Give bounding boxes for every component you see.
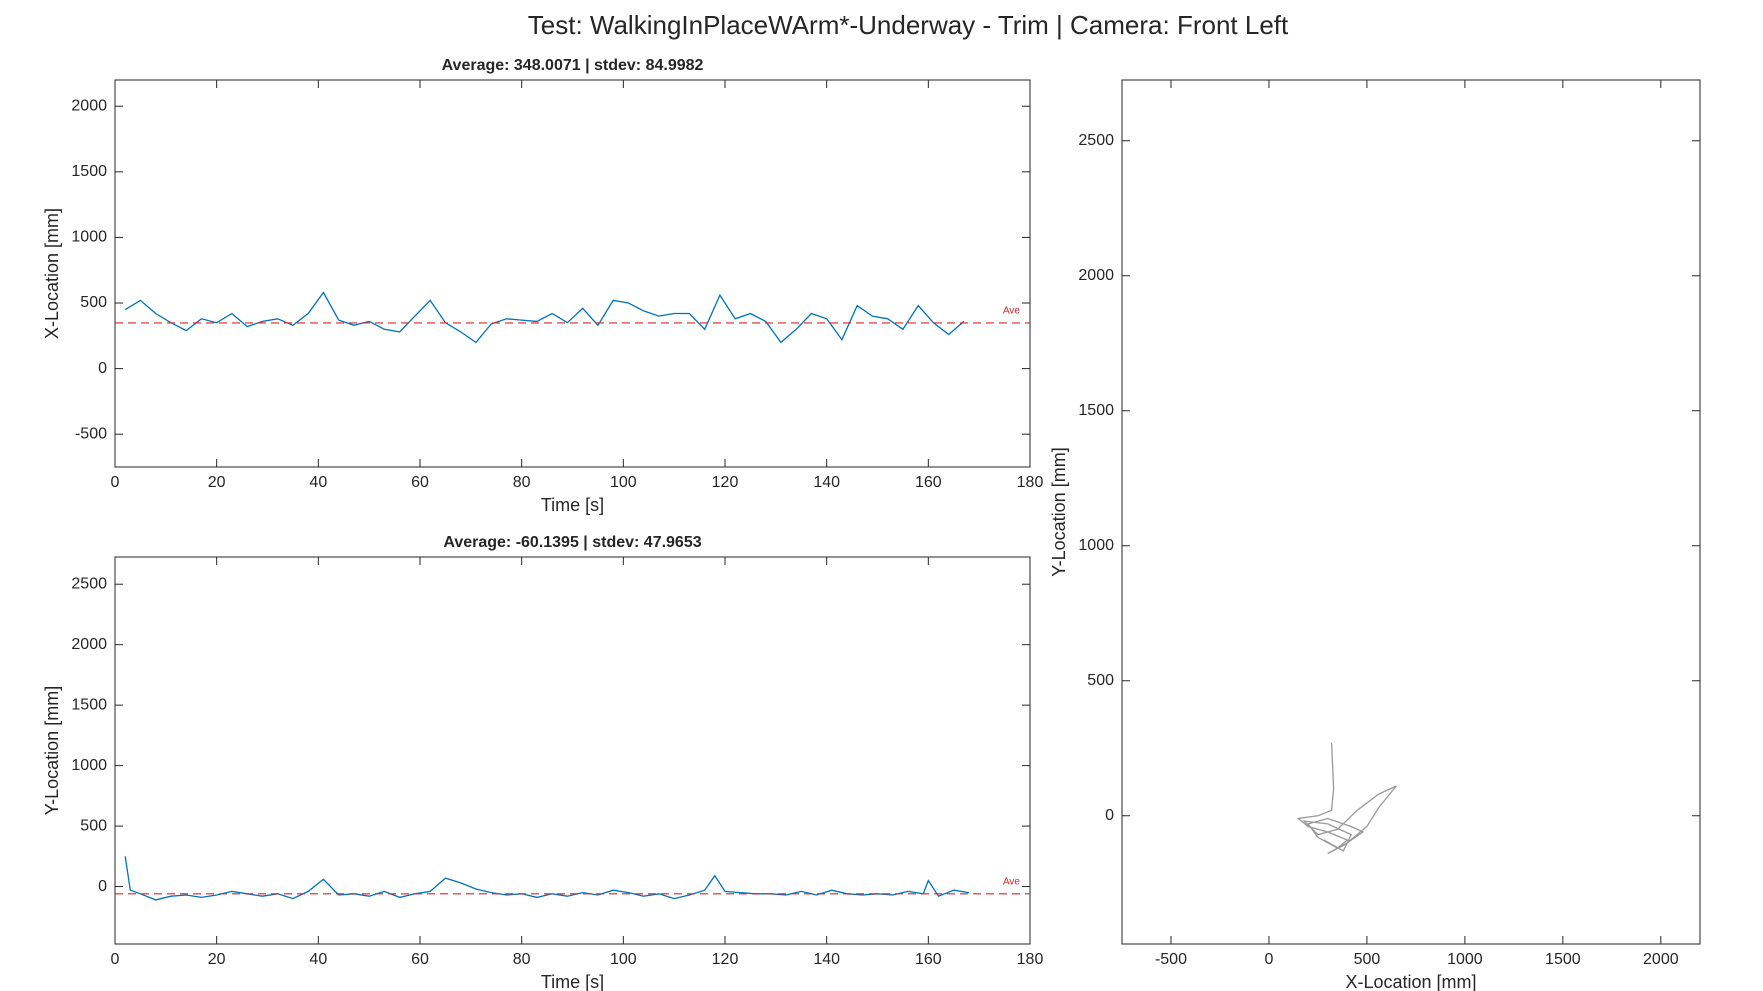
x-tick-label: 120	[712, 951, 739, 968]
x-tick-label: 140	[813, 474, 840, 491]
x-tick-label: 180	[1017, 474, 1044, 491]
y-tick-label: 500	[1087, 672, 1114, 689]
x-tick-label: 60	[411, 474, 429, 491]
y-tick-label: 500	[80, 817, 107, 834]
y-tick-label: 2000	[71, 636, 107, 653]
y-tick-label: -500	[75, 425, 107, 442]
y-axis-label: X-Location [mm]	[42, 208, 62, 339]
y-tick-label: 1000	[71, 757, 107, 774]
average-label: Ave	[1003, 876, 1020, 887]
x-tick-label: 100	[610, 951, 637, 968]
x-axis-label: Time [s]	[541, 495, 604, 515]
data-line	[124, 291, 965, 344]
plot-frame	[114, 556, 1031, 945]
x-tick-label: 60	[411, 951, 429, 968]
x-tick-label: 500	[1354, 951, 1381, 968]
x-axis-label: X-Location [mm]	[1345, 972, 1476, 991]
y-axis-label: Y-Location [mm]	[1049, 447, 1069, 576]
y-tick-label: 2500	[1078, 132, 1114, 149]
x-tick-label: 40	[309, 474, 327, 491]
x-tick-label: 40	[309, 951, 327, 968]
chart-title: Average: -60.1395 | stdev: 47.9653	[443, 534, 701, 551]
data-line	[124, 856, 970, 901]
y-tick-label: 1000	[1078, 537, 1114, 554]
y-tick-label: 2000	[1078, 267, 1114, 284]
x-tick-label: 160	[915, 951, 942, 968]
y-tick-label: 1500	[71, 163, 107, 180]
plot-frame	[1121, 79, 1701, 945]
x-tick-label: 1000	[1447, 951, 1483, 968]
y-tick-label: 1500	[1078, 402, 1114, 419]
y-tick-label: 1500	[71, 696, 107, 713]
data-line	[1296, 742, 1397, 855]
x-tick-label: 0	[111, 474, 120, 491]
figure-title: Test: WalkingInPlaceWArm*-Underway - Tri…	[528, 10, 1289, 40]
x-tick-label: 0	[111, 951, 120, 968]
x-tick-label: 180	[1017, 951, 1044, 968]
x-tick-label: 160	[915, 474, 942, 491]
y-tick-label: 2500	[71, 575, 107, 592]
y-axis-label: Y-Location [mm]	[42, 686, 62, 815]
y-tick-label: 0	[98, 878, 107, 895]
x-tick-label: 100	[610, 474, 637, 491]
plot-frame	[114, 79, 1031, 468]
x-tick-label: -500	[1155, 951, 1187, 968]
y-tick-label: 0	[1105, 807, 1114, 824]
x-tick-label: 80	[513, 951, 531, 968]
chart-title: Average: 348.0071 | stdev: 84.9982	[442, 57, 704, 74]
average-label: Ave	[1003, 306, 1020, 317]
x-tick-label: 20	[208, 474, 226, 491]
x-axis-label: Time [s]	[541, 972, 604, 991]
y-tick-label: 2000	[71, 97, 107, 114]
x-tick-label: 80	[513, 474, 531, 491]
x-tick-label: 120	[712, 474, 739, 491]
y-tick-label: 0	[98, 360, 107, 377]
y-tick-label: 1000	[71, 229, 107, 246]
x-tick-label: 2000	[1643, 951, 1679, 968]
y-tick-label: 500	[80, 294, 107, 311]
x-tick-label: 20	[208, 951, 226, 968]
x-tick-label: 0	[1264, 951, 1273, 968]
x-tick-label: 1500	[1545, 951, 1581, 968]
x-tick-label: 140	[813, 951, 840, 968]
